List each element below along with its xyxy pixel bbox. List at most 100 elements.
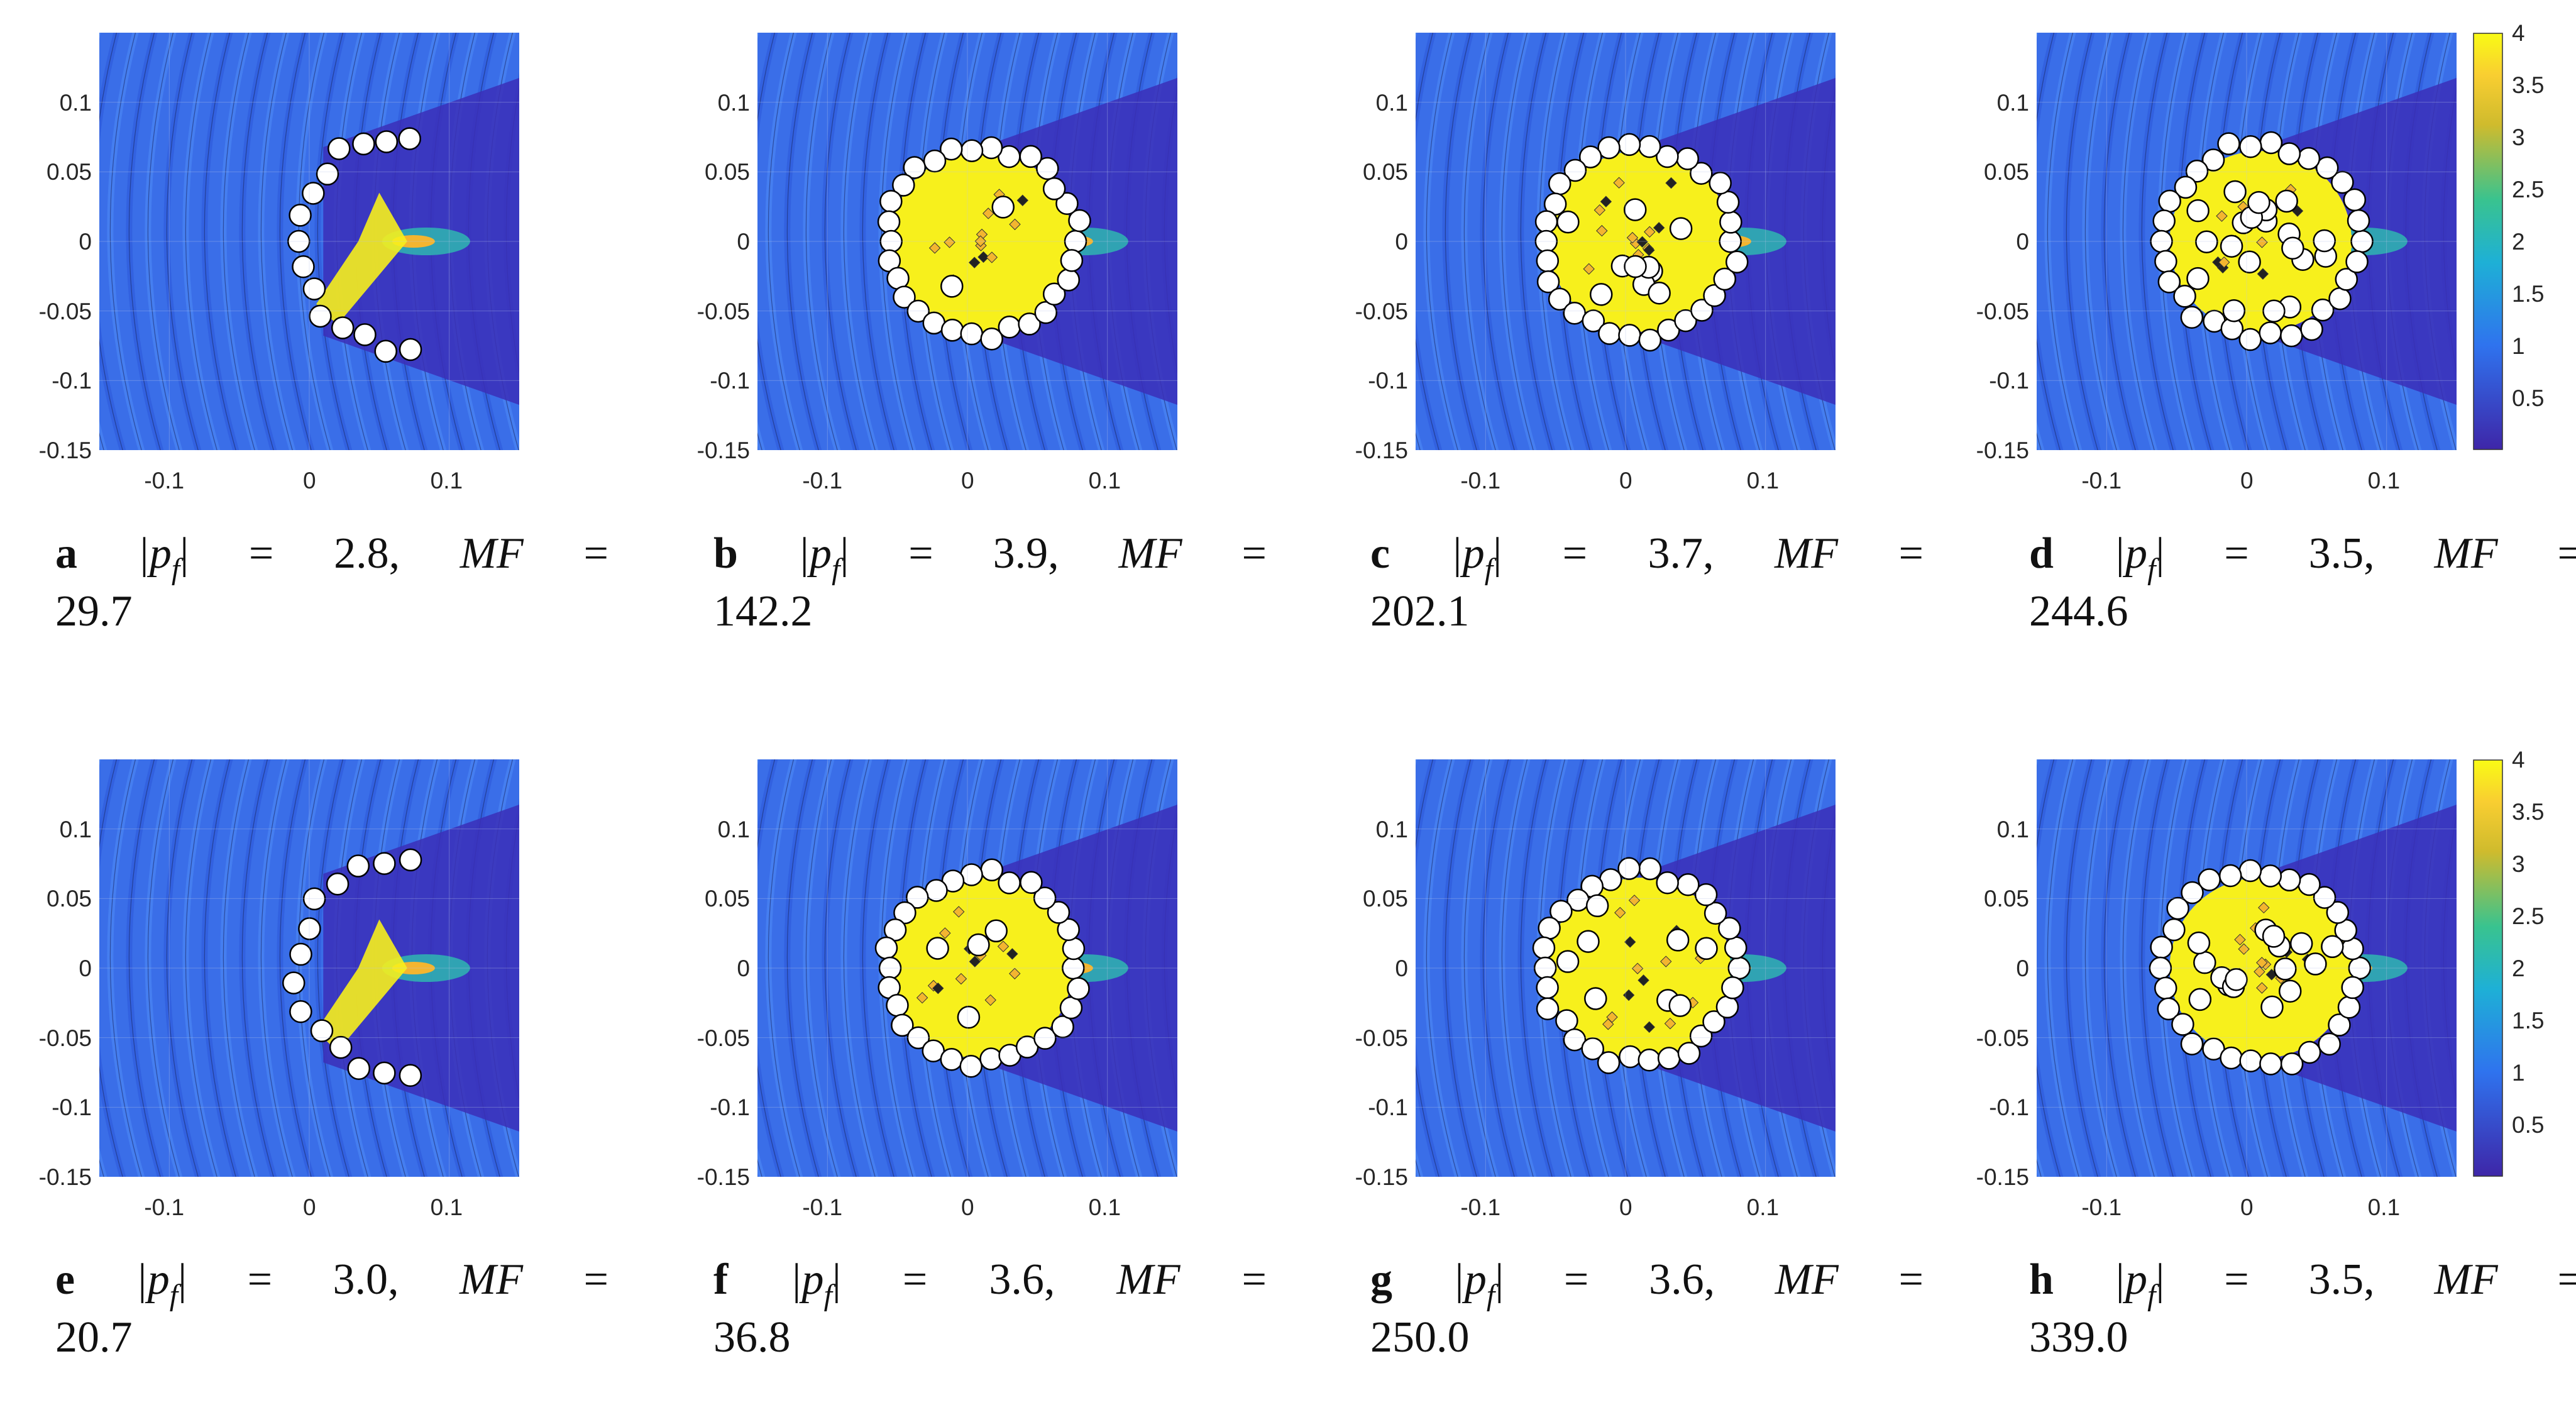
scatterer <box>2328 287 2352 311</box>
scatterer <box>2347 209 2370 233</box>
scatterer <box>1538 917 1561 940</box>
scatterer <box>2274 957 2297 981</box>
colorbar-tick-label: 3 <box>2512 124 2525 150</box>
y-tick-label: -0.15 <box>1976 1164 2029 1190</box>
equals-sign: = <box>908 529 933 578</box>
mf-value: 244.6 <box>2029 587 2128 636</box>
scatterer <box>2171 1013 2194 1036</box>
pf-value: 3.0, <box>333 1255 399 1304</box>
pf-symbol: |pf| <box>2113 1255 2165 1312</box>
scatterer <box>1556 950 1580 973</box>
heatmap-plot-e <box>99 759 519 1177</box>
scatterer <box>2162 918 2186 942</box>
scatterer <box>2157 270 2181 294</box>
y-tick-label: 0.05 <box>1362 159 1408 185</box>
grid <box>1416 759 1836 1177</box>
scatterer <box>1582 309 1605 333</box>
scatterer-cluster <box>877 136 1091 351</box>
scatterer <box>1617 133 1641 157</box>
colorbar-tick-label: 0.5 <box>2512 1112 2545 1138</box>
scatterer <box>879 190 903 213</box>
panel-letter: d <box>2029 529 2054 578</box>
x-tick-label: 0 <box>961 468 974 493</box>
scatterer <box>2326 901 2350 924</box>
scatterer <box>1690 162 1713 185</box>
contour-diamond <box>2256 982 2268 994</box>
pf-symbol: |pf| <box>1452 1255 1504 1312</box>
scatterer <box>1033 1027 1057 1050</box>
scatterer <box>1657 1047 1681 1070</box>
contour-diamond <box>1665 177 1677 189</box>
contour-diamond <box>1624 936 1636 948</box>
contour-diamond <box>944 236 955 248</box>
scatterer <box>2298 1040 2321 1064</box>
x-tick-label: -0.1 <box>144 1194 185 1220</box>
scatterer <box>2313 886 2337 909</box>
scatterer <box>979 1047 1003 1071</box>
contour-diamond <box>984 994 996 1006</box>
scatterer <box>2195 230 2218 253</box>
pf-symbol: |pf| <box>2113 529 2165 586</box>
y-tick-label: -0.05 <box>38 298 92 324</box>
scatterer <box>2239 1049 2262 1072</box>
mf-label: MF <box>1774 529 1839 578</box>
scatterer <box>2158 189 2181 213</box>
y-tick-label: 0 <box>1395 229 1408 255</box>
y-tick-label: 0.1 <box>717 816 750 842</box>
scatterer <box>2187 931 2211 955</box>
y-tick-label: -0.05 <box>696 298 750 324</box>
pf-value: 3.5, <box>2308 1255 2375 1304</box>
mf-label: MF <box>1118 529 1182 578</box>
scatterer <box>2217 132 2240 155</box>
scatterer <box>1051 1015 1074 1039</box>
scatterer <box>1704 901 1727 925</box>
scatterer <box>2193 950 2216 974</box>
scatterer <box>2337 996 2361 1019</box>
scatterer <box>926 937 949 960</box>
contour-diamond <box>974 235 987 247</box>
scatterer <box>1068 209 1091 233</box>
y-tick-label: -0.05 <box>38 1025 92 1051</box>
scatterer <box>906 299 930 323</box>
y-tick-label: -0.15 <box>1355 1164 1408 1190</box>
scatterer <box>2277 868 2301 892</box>
x-tick-label: 0.1 <box>1088 468 1121 493</box>
y-tick-label: -0.15 <box>38 438 92 463</box>
contour-diamond <box>1628 895 1641 906</box>
equals-sign: = <box>1562 529 1588 578</box>
colorbar-tick-label: 4 <box>2512 747 2525 773</box>
y-tick-label: -0.05 <box>1355 298 1408 324</box>
scatterer <box>2238 328 2262 351</box>
contour-diamond <box>1638 974 1649 986</box>
grid <box>757 33 1177 450</box>
panel-caption-d: d |pf| = 3.5, MF = 244.6 <box>2029 525 2576 641</box>
scatterer <box>1597 136 1621 160</box>
scatterer <box>2280 324 2303 348</box>
scatterer <box>906 886 929 909</box>
x-tick-label: 0.1 <box>1088 1194 1121 1220</box>
contour-diamond <box>2238 943 2250 955</box>
scatterer <box>1062 937 1086 961</box>
colorbar-tick-label: 1 <box>2512 1060 2525 1086</box>
scatterer <box>1618 324 1641 347</box>
scatterer <box>346 854 370 878</box>
scatterer <box>2278 979 2302 1003</box>
y-tick-label: -0.1 <box>1989 1094 2029 1121</box>
scatterer <box>1584 987 1607 1010</box>
scatterer <box>1668 994 1692 1017</box>
contour-diamond <box>1583 263 1595 275</box>
colorbar-tick-label: 2 <box>2512 229 2525 255</box>
contour-diamond <box>1006 948 1018 960</box>
mf-label: MF <box>2434 1255 2498 1304</box>
equals-sign: = <box>2557 1255 2576 1304</box>
panel-letter: h <box>2029 1255 2054 1304</box>
scatterer <box>1694 883 1718 906</box>
colorbar-gradient <box>2473 33 2503 450</box>
scatterer <box>1624 255 1647 278</box>
scatterer <box>1585 894 1609 918</box>
mf-value: 29.7 <box>55 587 133 636</box>
scatterer <box>2260 995 2284 1019</box>
x-tick-label: 0.1 <box>430 1194 463 1220</box>
x-tick-label: 0.1 <box>1746 1194 1780 1220</box>
mf-label: MF <box>1775 1255 1839 1304</box>
